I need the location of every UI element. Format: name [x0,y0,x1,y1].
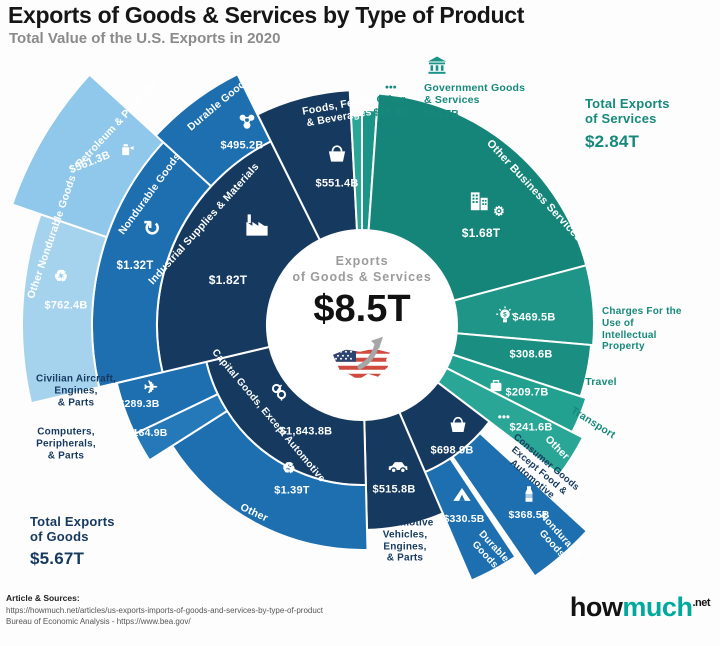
obs-building-icon [466,188,492,218]
segment-charges-ip [452,264,595,347]
sources-block: Article & Sources: https://howmuch.net/a… [6,593,323,627]
segment-durable-industrial [154,72,273,188]
obs-value: $1.68T [461,225,501,240]
services-total-label: Total Exports of Services [585,96,670,127]
other-capital-label: Other [238,501,270,525]
logo-much: much [622,592,693,622]
luggage-icon [486,375,506,399]
logo-how: how [569,592,623,622]
plane-icon: ✈ [143,377,159,397]
chart-center: Exports of Goods & Services $8.5T [257,253,467,392]
milk-bottle-icon [518,483,540,509]
industrial-value: $1.82T [208,272,248,287]
sources-title: Article & Sources: [6,593,80,603]
tent-icon [451,483,473,509]
government-building-icon [425,53,449,81]
segment-petroleum [10,73,165,239]
transport-label: Transport [568,404,618,442]
travel-value: $308.6B [509,348,553,361]
segment-nondurable-consumer [451,431,589,578]
durable-goods-industrial-value: $495.2B [220,139,264,152]
pulley-icon [267,380,291,408]
bulb-icon: $ [494,305,516,331]
chart-hole [267,230,457,420]
oil-icon [117,139,138,164]
government-label: Government Goods & Services [424,82,526,107]
howmuch-logo[interactable]: howmuch.net [569,592,711,623]
car-icon [385,451,411,481]
recycle-icon: ♻ [53,268,69,286]
svg-text:$: $ [503,312,507,319]
civilian-aircraft-label: Civilian Aircraft, Engines, & Parts [36,373,116,408]
computers-label: Computers, Peripherals, & Parts [36,426,96,461]
page-subtitle: Total Value of the U.S. Exports in 2020 [9,30,281,47]
other-services-value: $241.6B [509,421,553,434]
foods-value: $551.4B [315,177,359,190]
nondurable-industrial-value: $1.32T [116,260,154,273]
other-capital-value: $1.39T [274,484,310,497]
cycle-arrows-icon: ↻ [143,217,161,241]
segment-other-goods-top [349,113,363,232]
charges-ip-label: Charges For the Use of Intellectual Prop… [602,306,682,353]
foods-label: Foods, Feeds & Beverages [301,93,373,130]
consumer-basket-icon [446,412,470,440]
segment-foods [256,89,359,242]
other-nondurable-label: Other Nondurable Goods [25,173,79,301]
logo-net: .net [692,597,710,609]
nondurable-consumer-label: Nondurable Goods [536,510,585,561]
other-nondurable-value: $762.4B [44,299,88,312]
molecule-icon [234,109,260,139]
durable-consumer-value: $330.5B [443,512,485,525]
source-link-1[interactable]: https://howmuch.net/articles/us-exports-… [6,605,324,615]
center-value: $8.5T [313,287,411,330]
source-link-2[interactable]: Bureau of Economic Analysis - https://ww… [6,617,191,627]
computers-value: $164.9B [126,426,168,439]
durable-consumer-label: Durable Goods [469,528,511,571]
nondurable-consumer-value: $368.5B [508,508,550,521]
page-title: Exports of Goods & Services by Type of P… [8,2,525,28]
civilian-aircraft-value: $289.3B [118,397,160,410]
capital-goods-label: Capital Goods, Except Automotive [209,347,328,485]
automotive-label: Automotive Vehicles, Engines, & Parts [376,517,434,564]
government-value: $94.7B [424,108,460,120]
travel-label: Travel [585,375,617,388]
usa-map-icon [333,336,390,380]
foods-basket-icon [324,140,350,170]
other-capital-recycle-icon: ♻ [282,460,296,478]
goods-total-label: Total Exports of Goods [30,514,115,545]
automotive-value: $515.8B [372,483,416,496]
transport-value: $209.7B [505,386,549,399]
obs-gear-icon: ⚙ [493,203,505,219]
other-services-dots-icon: ••• [497,411,511,424]
other-services-top-block: ••• Other $68.9B [373,81,409,119]
factory-icon [242,210,272,244]
services-total-value: $2.84T [585,132,640,151]
goods-total-value: $5.67T [30,549,85,568]
capital-goods-value: $1,843.8B [279,425,333,438]
consumer-value: $698.9B [430,444,474,457]
center-label: Exports of Goods & Services [292,253,432,284]
charges-ip-value: $469.5B [512,311,556,324]
